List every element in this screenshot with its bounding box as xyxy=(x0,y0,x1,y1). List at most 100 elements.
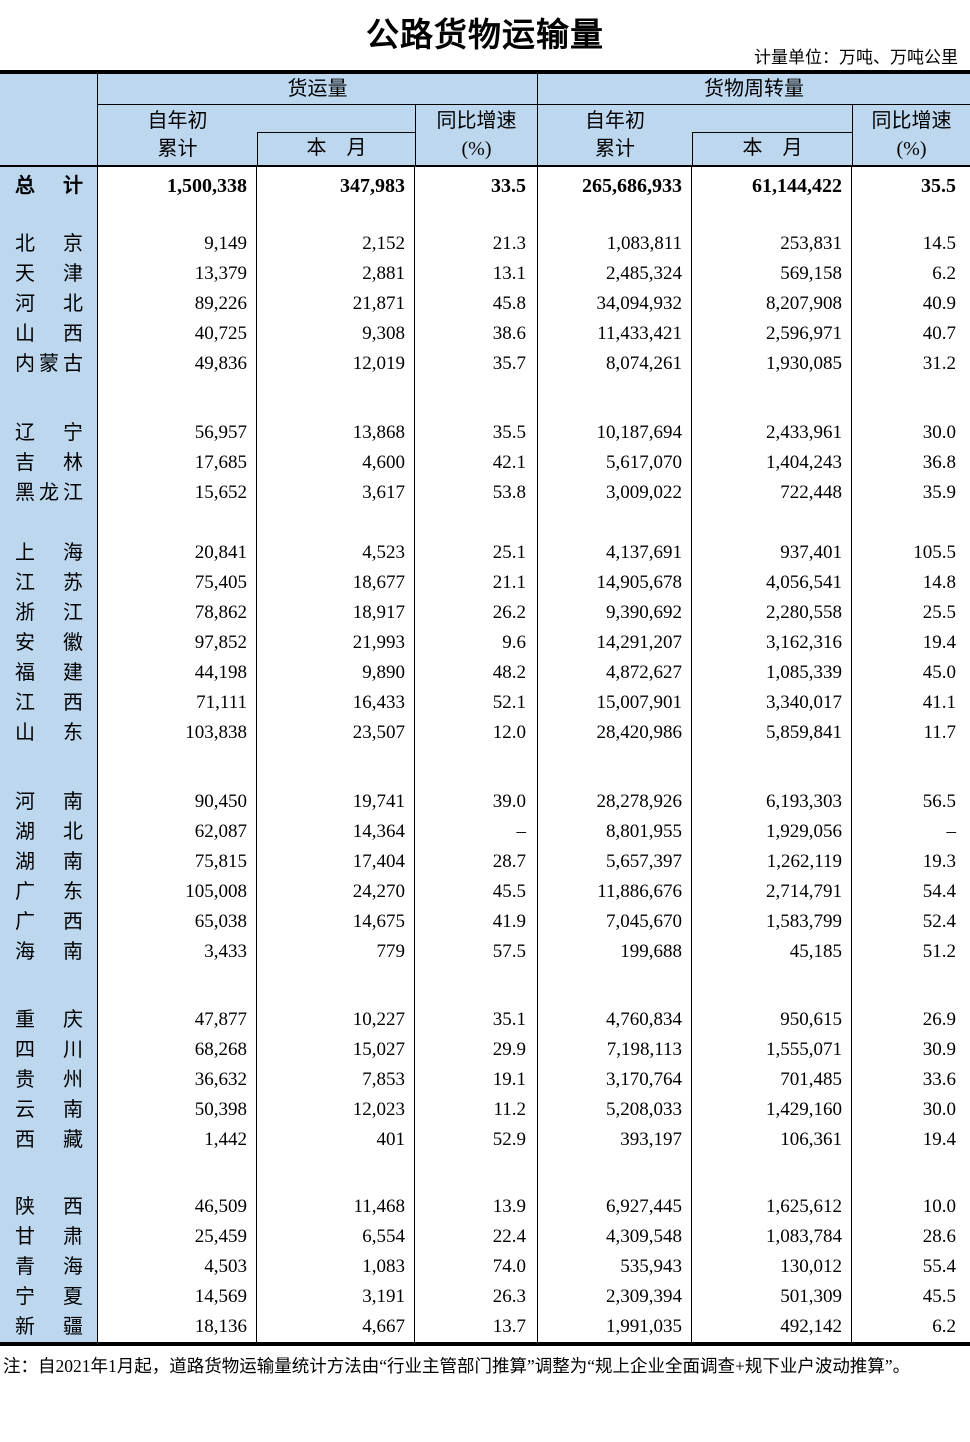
value-cell: 1,085,339 xyxy=(692,658,852,688)
table-header: 货运量 货物周转量 自年初 累计 本 月 同比增速 (%) 自年初 累计 xyxy=(0,74,970,167)
spacer-cell xyxy=(415,967,538,1005)
spacer-cell xyxy=(538,967,692,1005)
value-cell: 105,008 xyxy=(98,877,257,907)
value-cell: – xyxy=(946,821,957,842)
value-cell: 11.7 xyxy=(923,722,956,743)
spacer-cell xyxy=(692,379,852,418)
value-cell: 14,675 xyxy=(257,907,415,937)
value-cell: 51.2 xyxy=(922,941,956,962)
table-row: 新疆 18,136 4,667 13.7 1,991,035 492,142 6.2 xyxy=(0,1312,970,1342)
value-cell: 7,045,670 xyxy=(538,907,692,937)
value-cell: 56,957 xyxy=(98,418,257,448)
value-cell: 14,291,207 xyxy=(538,628,692,658)
value-cell: 52.1 xyxy=(415,688,538,718)
value-cell: 106,361 xyxy=(692,1125,852,1155)
province-cell: 福建 xyxy=(0,658,98,688)
value-cell: 28,278,926 xyxy=(538,787,692,817)
value-cell: 23,507 xyxy=(257,718,415,748)
header-corner-cell xyxy=(0,74,98,105)
province-cell: 广东 xyxy=(0,877,98,907)
value-cell: 35.5 xyxy=(921,175,956,197)
value-cell: 3,617 xyxy=(257,478,415,508)
header-cumulative-turnover-line2: 累计 xyxy=(595,138,635,160)
value-cell: 8,074,261 xyxy=(538,349,692,379)
spacer-cell xyxy=(538,1155,692,1192)
table-row: 陕西 46,509 11,468 13.9 6,927,445 1,625,612 10.0 xyxy=(0,1192,970,1222)
unit-note: 计量单位：万吨、万吨公里 xyxy=(754,48,958,67)
table-row: 青海 4,503 1,083 74.0 535,943 130,012 55.4 xyxy=(0,1252,970,1282)
province-cell: 上海 xyxy=(0,538,98,568)
spacer-cell xyxy=(692,205,852,229)
value-cell: 39.0 xyxy=(415,787,538,817)
value-cell: 42.1 xyxy=(415,448,538,478)
value-cell: 18,136 xyxy=(98,1312,257,1342)
value-cell: 57.5 xyxy=(415,937,538,967)
value-cell: 3,340,017 xyxy=(692,688,852,718)
province-cell: 陕西 xyxy=(0,1192,98,1222)
value-cell: 36,632 xyxy=(98,1065,257,1095)
value-cell: 3,170,764 xyxy=(538,1065,692,1095)
header-yoy-freight: 同比增速 (%) xyxy=(415,105,538,165)
value-cell: 20,841 xyxy=(98,538,257,568)
value-cell: 15,007,901 xyxy=(538,688,692,718)
spacer-cell xyxy=(415,1155,538,1192)
value-cell: 38.6 xyxy=(415,319,538,349)
value-cell: 2,433,961 xyxy=(692,418,852,448)
header-month-freight-wrap: 本 月 xyxy=(257,105,415,165)
value-cell: 8,801,955 xyxy=(538,817,692,847)
header-yoy-freight-line1: 同比增速 xyxy=(436,110,517,132)
spacer-cell xyxy=(98,508,257,538)
spacer-cell xyxy=(257,379,415,418)
spacer-cell xyxy=(415,748,538,787)
header-row-groups: 货运量 货物周转量 xyxy=(0,74,970,105)
value-cell: 35.7 xyxy=(415,349,538,379)
value-cell: 14,364 xyxy=(257,817,415,847)
value-cell: 97,852 xyxy=(98,628,257,658)
value-cell: 11,433,421 xyxy=(538,319,692,349)
header-freight-volume: 货运量 xyxy=(98,74,538,105)
value-cell: 9,308 xyxy=(257,319,415,349)
value-cell: 21,993 xyxy=(257,628,415,658)
value-cell: 3,433 xyxy=(98,937,257,967)
value-cell: 1,583,799 xyxy=(692,907,852,937)
value-cell: 25.5 xyxy=(922,602,956,623)
spacer-cell xyxy=(852,205,970,229)
header-yoy-turnover-line1: 同比增速 xyxy=(871,110,952,132)
spacer-cell xyxy=(98,1155,257,1192)
value-cell: 34,094,932 xyxy=(538,289,692,319)
value-cell: 45.8 xyxy=(415,289,538,319)
province-cell: 青海 xyxy=(0,1252,98,1282)
spacer-cell xyxy=(98,967,257,1005)
value-cell: 2,152 xyxy=(257,229,415,259)
value-cell: 25.1 xyxy=(415,538,538,568)
spacer-cell xyxy=(257,748,415,787)
value-cell: 12,023 xyxy=(257,1095,415,1125)
value-cell: 4,137,691 xyxy=(538,538,692,568)
province-cell: 湖南 xyxy=(0,847,98,877)
province-cell: 山东 xyxy=(0,718,98,748)
value-cell: 6,927,445 xyxy=(538,1192,692,1222)
value-cell: 937,401 xyxy=(692,538,852,568)
province-cell: 河南 xyxy=(0,787,98,817)
value-cell: 5,657,397 xyxy=(538,847,692,877)
value-cell: 74.0 xyxy=(415,1252,538,1282)
value-cell: 36.8 xyxy=(922,452,956,473)
table-row: 西藏 1,442 401 52.9 393,197 106,361 19.4 xyxy=(0,1125,970,1155)
value-cell: 1,555,071 xyxy=(692,1035,852,1065)
spacer-cell xyxy=(852,748,970,787)
value-cell: – xyxy=(415,817,538,847)
value-cell: 26.2 xyxy=(415,598,538,628)
province-cell: 北京 xyxy=(0,229,98,259)
value-cell: 950,615 xyxy=(692,1005,852,1035)
table-row: 四川 68,268 15,027 29.9 7,198,113 1,555,071 30.9 xyxy=(0,1035,970,1065)
spacer-row xyxy=(0,1155,970,1192)
header-cumulative-freight-line2: 累计 xyxy=(157,138,198,160)
value-cell: 33.5 xyxy=(415,167,538,205)
value-cell: 2,309,394 xyxy=(538,1282,692,1312)
spacer-cell xyxy=(415,379,538,418)
spacer-cell xyxy=(538,748,692,787)
province-cell: 辽宁 xyxy=(0,418,98,448)
province-spacer-cell xyxy=(0,748,98,787)
header-month-turnover: 本 月 xyxy=(692,132,852,165)
